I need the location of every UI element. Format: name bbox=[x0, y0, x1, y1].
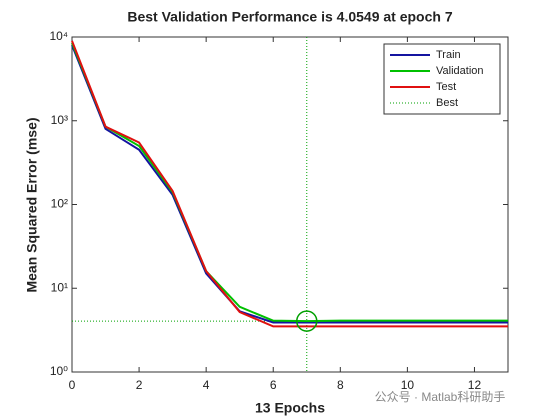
y-axis-label: Mean Squared Error (mse) bbox=[24, 117, 40, 292]
x-tick-label: 4 bbox=[203, 378, 210, 392]
x-tick-label: 12 bbox=[468, 378, 482, 392]
legend-label: Train bbox=[436, 49, 461, 61]
legend: Train Validation Test Best bbox=[383, 43, 501, 115]
legend-label: Test bbox=[436, 81, 456, 93]
y-tick-label: 10⁴ bbox=[49, 29, 68, 43]
x-tick-label: 6 bbox=[270, 378, 277, 392]
best-marker bbox=[296, 310, 318, 332]
x-axis-label: 13 Epochs bbox=[255, 400, 325, 416]
x-tick-label: 8 bbox=[337, 378, 344, 392]
x-tick-label: 2 bbox=[136, 378, 143, 392]
legend-box bbox=[383, 43, 501, 115]
series-line bbox=[71, 44, 508, 324]
y-tick-label: 10³ bbox=[51, 113, 68, 127]
legend-label: Validation bbox=[436, 65, 484, 77]
series-line bbox=[71, 42, 508, 323]
y-tick-label: 10⁰ bbox=[50, 364, 68, 378]
x-tick-label: 0 bbox=[69, 378, 76, 392]
y-tick-label: 10¹ bbox=[51, 280, 68, 294]
legend-label: Best bbox=[436, 97, 458, 109]
y-tick-label: 10² bbox=[51, 197, 68, 211]
watermark: 公众号 · Matlab科研助手 bbox=[375, 390, 506, 404]
series-line bbox=[71, 40, 508, 328]
chart-title: Best Validation Performance is 4.0549 at… bbox=[127, 9, 452, 25]
x-tick-label: 10 bbox=[401, 378, 415, 392]
